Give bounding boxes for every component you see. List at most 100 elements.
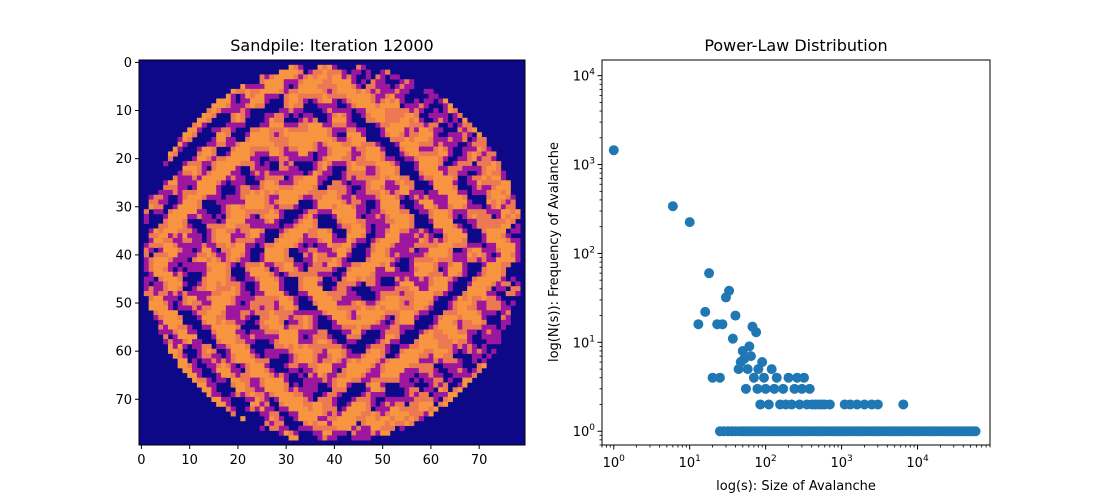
heatmap-cell <box>336 420 342 427</box>
heatmap-cell <box>356 262 362 268</box>
heatmap-cell <box>312 84 318 90</box>
heatmap-cell <box>486 238 492 244</box>
heatmap-cell <box>269 300 275 306</box>
heatmap-cell <box>476 161 482 167</box>
heatmap-cell <box>346 146 352 152</box>
heatmap-cell <box>346 300 352 306</box>
heatmap-cell <box>385 223 391 229</box>
heatmap-cell <box>341 310 347 316</box>
heatmap-cell <box>394 363 400 369</box>
heatmap-cell <box>278 348 285 354</box>
heatmap-cell <box>428 358 434 364</box>
heatmap-cell <box>196 238 203 244</box>
scatter-point <box>758 372 769 383</box>
heatmap-cell <box>491 170 497 176</box>
heatmap-cell <box>221 396 227 402</box>
heatmap-cell <box>394 257 400 263</box>
heatmap-cell <box>269 348 275 354</box>
heatmap-cell <box>365 108 371 114</box>
heatmap-cell <box>206 305 212 311</box>
heatmap-cell <box>515 291 521 297</box>
heatmap-cell <box>346 93 352 99</box>
heatmap-cell <box>404 382 410 388</box>
heatmap-cell <box>249 93 256 99</box>
heatmap-cell <box>312 315 318 321</box>
heatmap-cell <box>467 257 473 263</box>
heatmap-cell <box>317 84 323 90</box>
heatmap-cell <box>216 377 222 383</box>
heatmap-cell <box>317 74 323 80</box>
heatmap-cell <box>341 84 347 90</box>
heatmap-cell <box>307 387 314 393</box>
heatmap-cell <box>230 372 236 378</box>
heatmap-cell <box>452 324 458 330</box>
heatmap-cell <box>249 266 256 273</box>
heatmap-cell <box>394 165 400 171</box>
heatmap-cell <box>303 392 309 398</box>
heatmap-cell <box>336 93 342 99</box>
heatmap-cell <box>216 257 222 263</box>
heatmap-cell <box>153 271 159 277</box>
heatmap-cell <box>433 252 439 258</box>
heatmap-cell <box>404 295 410 301</box>
heatmap-cell <box>428 396 434 402</box>
scatter-point <box>799 372 810 383</box>
heatmap-cell <box>351 127 357 133</box>
heatmap-cell <box>288 223 294 229</box>
heatmap-cell <box>409 319 415 325</box>
heatmap-cell <box>278 310 285 316</box>
heatmap-cell <box>192 286 198 292</box>
heatmap-cell <box>264 368 270 374</box>
heatmap-cell <box>216 396 222 402</box>
scatter-point <box>693 319 704 330</box>
heatmap-cell <box>153 209 159 215</box>
heatmap-cell <box>274 271 280 277</box>
heatmap-cell <box>225 310 231 316</box>
heatmap-cell <box>172 180 178 186</box>
heatmap-cell <box>370 324 376 330</box>
heatmap-cell <box>288 368 294 374</box>
heatmap-cell <box>476 185 482 191</box>
heatmap-cell <box>177 180 183 186</box>
heatmap-cell <box>264 348 270 354</box>
heatmap-cell <box>201 170 207 176</box>
heatmap-cell <box>375 242 381 248</box>
heatmap-cell <box>143 276 149 282</box>
heatmap-cell <box>230 247 236 253</box>
heatmap-cell <box>476 310 482 316</box>
heatmap-cell <box>288 122 294 128</box>
heatmap-cell <box>467 295 473 301</box>
heatmap-cell <box>264 329 270 335</box>
heatmap-cell <box>293 103 299 109</box>
heatmap-cell <box>491 228 497 234</box>
heatmap-cell <box>365 319 371 325</box>
heatmap-cell <box>216 368 222 374</box>
heatmap-cell <box>312 218 318 224</box>
heatmap-cell <box>293 189 299 196</box>
heatmap-cell <box>418 165 424 171</box>
heatmap-cell <box>196 382 203 388</box>
heatmap-cell <box>254 218 260 224</box>
heatmap-cell <box>225 334 231 340</box>
heatmap-cell <box>245 353 251 359</box>
heatmap-cell <box>389 329 396 335</box>
heatmap-cell <box>351 271 357 277</box>
heatmap-cell <box>365 387 371 393</box>
heatmap-cell <box>418 363 424 369</box>
heatmap-cell <box>259 329 265 335</box>
heatmap-cell <box>327 151 333 157</box>
heatmap-cell <box>442 319 449 325</box>
heatmap-cell <box>380 262 386 268</box>
heatmap-cell <box>249 199 256 205</box>
heatmap-cell <box>452 214 458 220</box>
heatmap-cell <box>428 334 434 340</box>
heatmap-cell <box>264 247 270 253</box>
heatmap-cell <box>235 387 241 393</box>
heatmap-cell <box>172 146 178 152</box>
heatmap-cell <box>274 300 280 306</box>
heatmap-cell <box>418 300 424 306</box>
heatmap-cell <box>385 209 391 215</box>
heatmap-cell <box>394 242 400 248</box>
heatmap-cell <box>500 214 507 220</box>
